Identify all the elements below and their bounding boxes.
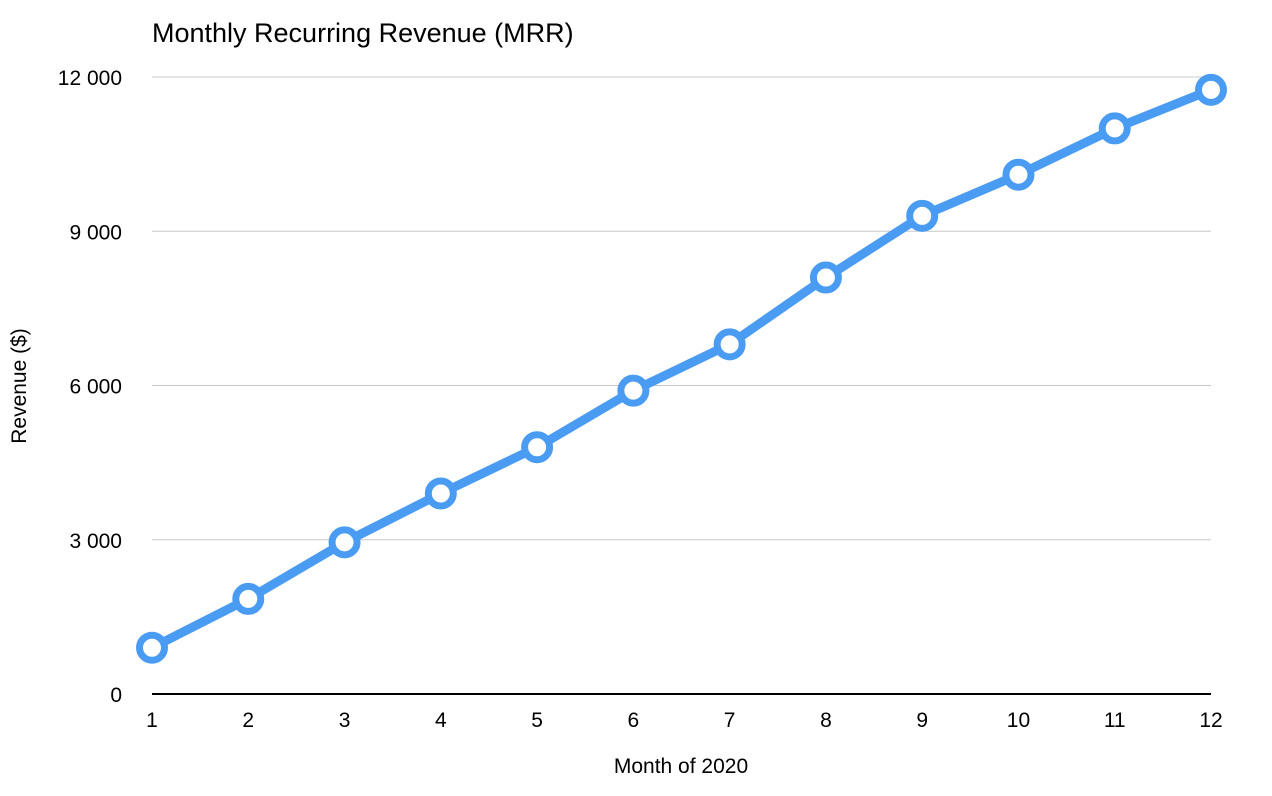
y-tick-label: 0 [110,684,122,707]
x-tick-label: 12 [1199,709,1222,732]
gridlines [152,76,1211,541]
x-tick-label: 9 [916,709,928,732]
y-axis-title: Revenue ($) [8,328,31,444]
data-point [1002,158,1035,191]
chart-title: Monthly Recurring Revenue (MRR) [152,18,574,48]
y-axis-ticks: 0 3 000 6 000 9 000 12 000 [58,67,122,707]
x-tick-label: 3 [339,709,351,732]
data-point [1098,112,1131,145]
x-tick-label: 8 [820,709,832,732]
x-tick-label: 1 [146,709,158,732]
data-point [328,526,361,559]
x-tick-label: 6 [628,709,640,732]
series-group [136,73,1227,664]
y-tick-label: 9 000 [69,221,122,244]
data-point [617,374,650,407]
x-axis-title: Month of 2020 [614,755,748,778]
data-point [232,582,265,615]
x-tick-label: 5 [531,709,543,732]
x-axis-ticks: 1 2 3 4 5 6 7 8 9 10 11 12 [146,709,1223,732]
x-tick-label: 11 [1104,709,1126,732]
y-tick-label: 3 000 [69,530,122,553]
y-tick-label: 6 000 [69,376,122,399]
data-point [424,477,457,510]
data-point [1195,73,1227,106]
data-point [713,328,746,361]
x-tick-label: 10 [1007,709,1030,732]
data-point [521,431,554,464]
x-tick-label: 4 [435,709,447,732]
data-point [136,631,168,664]
y-tick-label: 12 000 [58,67,122,90]
series-line [147,85,1216,653]
x-tick-label: 2 [242,709,254,732]
x-tick-label: 7 [724,709,736,732]
data-point [906,199,939,232]
data-point [809,261,842,294]
